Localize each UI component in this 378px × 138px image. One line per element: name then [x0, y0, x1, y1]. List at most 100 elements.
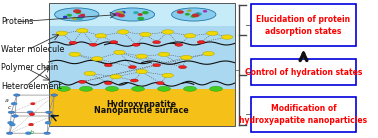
Circle shape: [186, 14, 189, 15]
Circle shape: [104, 82, 112, 85]
Circle shape: [79, 15, 84, 18]
Circle shape: [130, 79, 138, 82]
Circle shape: [28, 111, 33, 113]
Circle shape: [14, 94, 20, 96]
Circle shape: [136, 54, 147, 58]
Circle shape: [156, 82, 164, 85]
Circle shape: [46, 111, 52, 114]
Circle shape: [91, 57, 103, 61]
Circle shape: [12, 103, 17, 105]
Circle shape: [181, 55, 192, 60]
Text: a: a: [4, 98, 8, 103]
Text: b: b: [29, 130, 34, 135]
Circle shape: [118, 14, 124, 17]
Circle shape: [29, 124, 33, 125]
Circle shape: [136, 69, 147, 74]
Circle shape: [30, 113, 34, 115]
Circle shape: [26, 132, 31, 134]
Circle shape: [203, 11, 206, 12]
Circle shape: [80, 86, 93, 91]
Circle shape: [132, 43, 140, 46]
Text: Heteroelement: Heteroelement: [2, 82, 62, 91]
FancyBboxPatch shape: [49, 89, 235, 126]
Circle shape: [162, 30, 174, 34]
FancyBboxPatch shape: [251, 59, 356, 85]
Circle shape: [45, 122, 51, 124]
Circle shape: [84, 71, 96, 76]
Text: Proteins: Proteins: [2, 17, 34, 26]
Text: Elucidation of protein
adsorption states: Elucidation of protein adsorption states: [256, 15, 350, 35]
Circle shape: [8, 122, 13, 124]
Circle shape: [129, 66, 136, 69]
Circle shape: [31, 103, 35, 104]
Circle shape: [191, 16, 195, 17]
Circle shape: [203, 51, 214, 56]
Circle shape: [76, 12, 81, 14]
Text: Water molecule: Water molecule: [2, 45, 65, 54]
Circle shape: [158, 52, 170, 57]
FancyBboxPatch shape: [251, 97, 356, 132]
Text: c: c: [8, 105, 11, 110]
Circle shape: [69, 41, 77, 44]
Circle shape: [138, 18, 144, 20]
Circle shape: [158, 86, 170, 91]
Circle shape: [10, 124, 15, 126]
Circle shape: [192, 14, 199, 17]
Ellipse shape: [54, 8, 99, 21]
Text: Polymer chain: Polymer chain: [2, 63, 59, 72]
Circle shape: [118, 30, 129, 34]
Circle shape: [179, 66, 186, 69]
Circle shape: [95, 34, 107, 38]
Circle shape: [67, 14, 71, 16]
Circle shape: [12, 115, 18, 117]
Circle shape: [29, 124, 33, 125]
Text: Nanoparticle surface: Nanoparticle surface: [94, 106, 189, 115]
Circle shape: [110, 41, 118, 44]
Circle shape: [175, 43, 183, 46]
Circle shape: [116, 12, 123, 14]
Circle shape: [8, 111, 15, 114]
Circle shape: [73, 18, 77, 19]
Circle shape: [90, 43, 98, 46]
Circle shape: [134, 12, 138, 13]
Circle shape: [78, 80, 86, 83]
Circle shape: [44, 132, 50, 134]
FancyBboxPatch shape: [49, 26, 235, 89]
Circle shape: [138, 14, 142, 15]
Circle shape: [49, 115, 56, 117]
Text: Control of hydration states: Control of hydration states: [245, 68, 362, 77]
Circle shape: [153, 64, 161, 67]
Circle shape: [104, 64, 112, 67]
Circle shape: [132, 86, 144, 91]
FancyBboxPatch shape: [251, 4, 356, 47]
Circle shape: [30, 113, 34, 115]
Circle shape: [51, 94, 57, 96]
Circle shape: [110, 75, 121, 79]
Circle shape: [114, 50, 125, 55]
Circle shape: [184, 34, 196, 38]
Text: Modification of
hydroxyapatite nanoparticles: Modification of hydroxyapatite nanoparti…: [239, 104, 367, 125]
Circle shape: [69, 52, 81, 57]
Circle shape: [196, 13, 201, 15]
Ellipse shape: [172, 8, 216, 21]
Circle shape: [207, 31, 218, 35]
Circle shape: [197, 13, 200, 14]
Circle shape: [64, 16, 67, 18]
Circle shape: [6, 132, 13, 134]
Circle shape: [105, 86, 118, 91]
Text: Hydroxyapatite: Hydroxyapatite: [107, 100, 177, 109]
Circle shape: [77, 28, 88, 33]
Circle shape: [81, 14, 85, 16]
Circle shape: [153, 41, 161, 44]
Circle shape: [178, 11, 183, 13]
Circle shape: [188, 10, 191, 11]
Circle shape: [114, 13, 120, 16]
FancyBboxPatch shape: [49, 3, 235, 26]
Circle shape: [121, 12, 125, 13]
Circle shape: [209, 86, 222, 91]
Circle shape: [77, 18, 82, 20]
Circle shape: [184, 86, 197, 91]
Circle shape: [197, 41, 205, 44]
Circle shape: [143, 12, 148, 14]
Circle shape: [56, 31, 68, 35]
